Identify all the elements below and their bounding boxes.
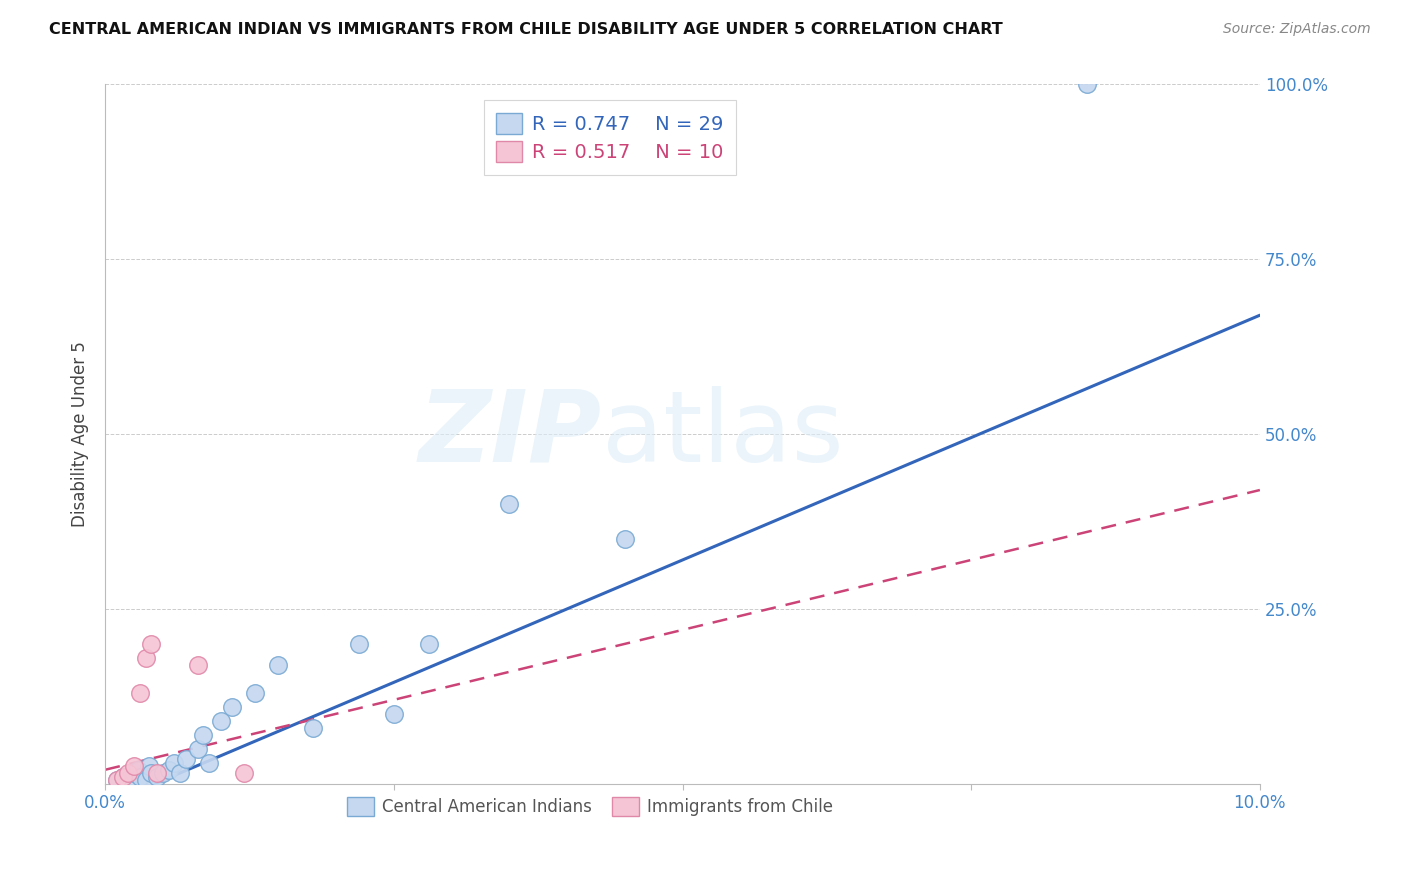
Y-axis label: Disability Age Under 5: Disability Age Under 5	[72, 341, 89, 527]
Text: atlas: atlas	[602, 385, 844, 483]
Point	[267, 657, 290, 672]
Point	[146, 770, 169, 784]
Point	[163, 756, 186, 770]
Text: CENTRAL AMERICAN INDIAN VS IMMIGRANTS FROM CHILE DISABILITY AGE UNDER 5 CORRELAT: CENTRAL AMERICAN INDIAN VS IMMIGRANTS FR…	[49, 22, 1002, 37]
Point	[138, 759, 160, 773]
Point	[302, 721, 325, 735]
Point	[128, 686, 150, 700]
Point	[221, 699, 243, 714]
Point	[498, 497, 520, 511]
Point	[128, 770, 150, 784]
Point	[157, 763, 180, 777]
Point	[141, 637, 163, 651]
Point	[135, 651, 157, 665]
Point	[117, 766, 139, 780]
Point	[349, 637, 371, 651]
Point	[105, 773, 128, 788]
Point	[193, 728, 215, 742]
Point	[198, 756, 221, 770]
Point	[169, 766, 191, 780]
Point	[127, 763, 149, 777]
Point	[122, 766, 145, 780]
Point	[418, 637, 440, 651]
Point	[141, 766, 163, 780]
Point	[1076, 78, 1098, 92]
Legend: Central American Indians, Immigrants from Chile: Central American Indians, Immigrants fro…	[339, 789, 841, 824]
Point	[174, 752, 197, 766]
Point	[152, 766, 174, 780]
Point	[187, 741, 209, 756]
Point	[111, 770, 134, 784]
Point	[146, 766, 169, 780]
Text: Source: ZipAtlas.com: Source: ZipAtlas.com	[1223, 22, 1371, 37]
Text: ZIP: ZIP	[419, 385, 602, 483]
Point	[209, 714, 232, 728]
Point	[613, 532, 636, 546]
Point	[187, 657, 209, 672]
Point	[245, 686, 267, 700]
Point	[111, 770, 134, 784]
Point	[122, 759, 145, 773]
Point	[232, 766, 254, 780]
Point	[117, 773, 139, 788]
Point	[382, 706, 405, 721]
Point	[135, 773, 157, 788]
Point	[105, 773, 128, 788]
